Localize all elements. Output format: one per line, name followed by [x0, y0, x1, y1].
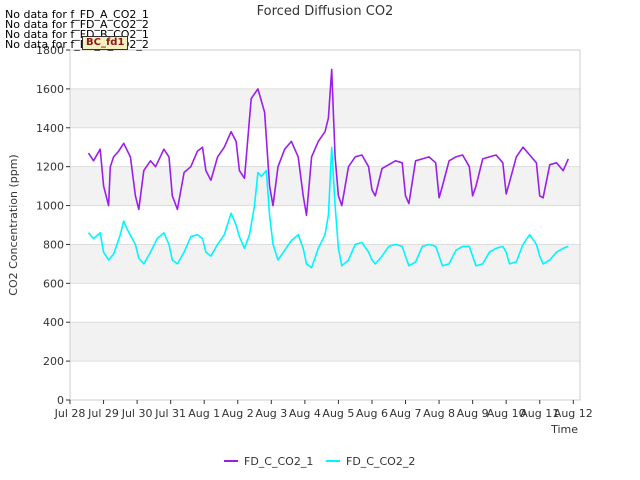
x-tick-label: Aug 8 — [423, 407, 455, 420]
x-tick-label: Jul 30 — [121, 407, 153, 420]
x-tick-label: Aug 7 — [390, 407, 422, 420]
series-line-1 — [87, 68, 570, 217]
x-tick-label: Aug 6 — [356, 407, 388, 420]
x-tick-label: Jul 31 — [154, 407, 186, 420]
x-tick-label: Aug 4 — [289, 407, 321, 420]
legend-label-2: FD_C_CO2_2 — [346, 455, 415, 468]
y-tick-label: 600 — [43, 277, 64, 290]
y-tick-label: 1200 — [36, 161, 64, 174]
grid-band — [70, 166, 580, 206]
x-tick-label: Aug 11 — [520, 407, 559, 420]
grid-band — [70, 244, 580, 284]
y-axis-label: CO2 Concentration (ppm) — [7, 154, 20, 295]
y-tick-label: 1600 — [36, 83, 64, 96]
legend-label-1: FD_C_CO2_1 — [244, 455, 313, 468]
x-tick-label: Aug 2 — [222, 407, 254, 420]
x-tick-label: Aug 5 — [322, 407, 354, 420]
chart-title: Forced Diffusion CO2 — [257, 4, 394, 19]
no-data-note-2: No data for f_FD_A_CO2_2 — [5, 18, 149, 31]
x-tick-label: Aug 12 — [554, 407, 593, 420]
x-tick-label: Aug 1 — [188, 407, 220, 420]
x-axis-label: Time — [550, 423, 578, 436]
y-tick-label: 200 — [43, 355, 64, 368]
plot-frame — [69, 49, 581, 401]
y-tick-label: 1000 — [36, 200, 64, 213]
series-line-2 — [87, 146, 569, 269]
x-tick-label: Jul 29 — [87, 407, 119, 420]
x-tick-label: Jul 28 — [54, 407, 86, 420]
no-data-note-1: No data for f_FD_A_CO2_1 — [5, 8, 149, 21]
x-tick-label: Aug 9 — [457, 407, 489, 420]
x-tick-label: Aug 3 — [255, 407, 287, 420]
x-tick-label: Aug 10 — [487, 407, 526, 420]
grid-band — [70, 322, 580, 362]
site-badge: BC_fd1 — [82, 36, 129, 50]
y-tick-label: 400 — [43, 316, 64, 329]
grid-band — [70, 88, 580, 128]
y-tick-label: 0 — [57, 394, 64, 407]
y-tick-label: 1800 — [36, 44, 64, 57]
y-tick-label: 1400 — [36, 122, 64, 135]
y-tick-label: 800 — [43, 238, 64, 251]
